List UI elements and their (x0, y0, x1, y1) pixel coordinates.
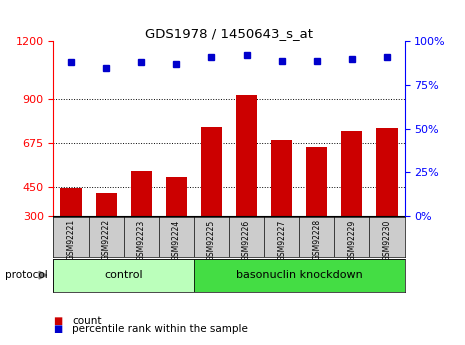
Text: GSM92226: GSM92226 (242, 219, 251, 260)
Bar (236, 95, 257, 216)
Bar (60, 188, 81, 216)
Text: ■: ■ (53, 316, 63, 326)
Bar (53, 259, 194, 292)
Text: GSM92228: GSM92228 (312, 219, 321, 260)
Bar (131, 171, 152, 216)
Text: GSM92229: GSM92229 (347, 219, 356, 260)
Bar (306, 147, 327, 216)
Title: GDS1978 / 1450643_s_at: GDS1978 / 1450643_s_at (145, 27, 313, 40)
Bar (341, 131, 362, 216)
Bar (201, 127, 222, 216)
Text: basonuclin knockdown: basonuclin knockdown (236, 270, 363, 280)
Bar (194, 259, 405, 292)
Text: GSM92230: GSM92230 (383, 219, 392, 261)
Bar (96, 193, 117, 216)
Text: GSM92223: GSM92223 (137, 219, 146, 260)
Text: GSM92225: GSM92225 (207, 219, 216, 260)
Bar (166, 177, 187, 216)
Bar (377, 128, 398, 216)
Text: GSM92222: GSM92222 (102, 219, 111, 260)
Text: GSM92224: GSM92224 (172, 219, 181, 260)
Bar (271, 140, 292, 216)
Text: ■: ■ (53, 325, 63, 334)
Text: protocol: protocol (5, 270, 47, 280)
Text: control: control (104, 270, 143, 280)
Text: count: count (72, 316, 101, 326)
Text: percentile rank within the sample: percentile rank within the sample (72, 325, 248, 334)
Text: GSM92221: GSM92221 (66, 219, 75, 260)
Text: GSM92227: GSM92227 (277, 219, 286, 260)
